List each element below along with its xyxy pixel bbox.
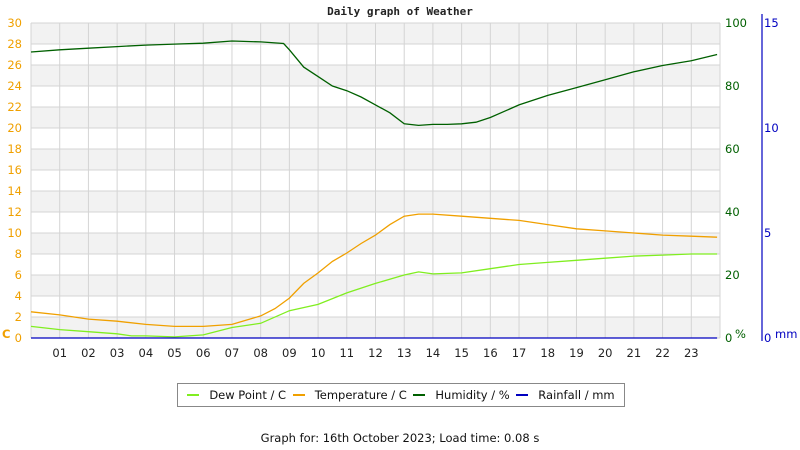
- legend-item-dew-point: Dew Point / C: [187, 388, 286, 402]
- rainfall-swatch-icon: [516, 394, 529, 396]
- x-tick-label: 09: [282, 346, 297, 360]
- x-tick-label: 18: [540, 346, 555, 360]
- x-tick-label: 21: [627, 346, 642, 360]
- humidity-tick-label: 40: [725, 205, 740, 219]
- humidity-tick-label: 0: [725, 331, 732, 345]
- x-tick-label: 06: [196, 346, 211, 360]
- series-line-humidity: [30, 40, 718, 127]
- x-tick-label: 22: [655, 346, 670, 360]
- legend-label: Dew Point / C: [209, 388, 287, 402]
- y-tick-label: 10: [7, 226, 22, 240]
- x-tick-label: 17: [512, 346, 527, 360]
- y-tick-label: 6: [15, 268, 22, 282]
- x-tick-label: 04: [139, 346, 154, 360]
- y-tick-label: 4: [15, 289, 22, 303]
- humidity-tick-label: 20: [725, 268, 740, 282]
- x-tick-label: 07: [225, 346, 240, 360]
- y-tick-label: 26: [7, 58, 22, 72]
- rainfall-tick-label: 15: [764, 16, 779, 30]
- x-tick-label: 05: [167, 346, 182, 360]
- series-line-dew: [30, 253, 718, 338]
- x-tick-label: 03: [110, 346, 125, 360]
- chart-title: Daily graph of Weather: [327, 5, 473, 18]
- left-axis-unit: C: [2, 327, 10, 341]
- x-tick-label: 10: [311, 346, 326, 360]
- y-tick-label: 24: [7, 79, 22, 93]
- chart-legend: Dew Point / C Temperature / C Humidity /…: [177, 383, 625, 407]
- legend-label: Temperature / C: [314, 388, 407, 402]
- legend-item-rainfall: Rainfall / mm: [516, 388, 615, 402]
- x-tick-label: 14: [426, 346, 441, 360]
- temperature-swatch-icon: [292, 394, 305, 396]
- y-tick-label: 18: [7, 142, 22, 156]
- humidity-tick-label: 80: [725, 79, 740, 93]
- y-tick-label: 28: [7, 37, 22, 51]
- humidity-swatch-icon: [413, 394, 426, 396]
- graph-footer: Graph for: 16th October 2023; Load time:…: [260, 431, 540, 445]
- y-tick-label: 8: [15, 247, 22, 261]
- x-tick-label: 12: [368, 346, 383, 360]
- y-tick-label: 22: [7, 100, 22, 114]
- series-line-temperature: [30, 213, 718, 328]
- y-tick-label: 2: [15, 310, 22, 324]
- y-tick-label: 0: [15, 331, 22, 345]
- rainfall-tick-label: 5: [764, 226, 771, 240]
- x-tick-label: 20: [598, 346, 613, 360]
- rainfall-tick-label: 10: [764, 121, 779, 135]
- x-tick-label: 13: [397, 346, 412, 360]
- legend-item-humidity: Humidity / %: [413, 388, 510, 402]
- dew-point-swatch-icon: [187, 394, 200, 396]
- x-tick-label: 19: [569, 346, 584, 360]
- y-tick-label: 16: [7, 163, 22, 177]
- humidity-axis-unit: %: [735, 327, 746, 341]
- x-tick-label: 08: [253, 346, 268, 360]
- y-tick-label: 12: [7, 205, 22, 219]
- y-tick-label: 20: [7, 121, 22, 135]
- legend-label: Humidity / %: [435, 388, 510, 402]
- x-tick-label: 11: [339, 346, 354, 360]
- x-tick-label: 01: [52, 346, 67, 360]
- humidity-tick-label: 100: [725, 16, 747, 30]
- x-tick-label: 23: [684, 346, 699, 360]
- x-tick-label: 15: [454, 346, 469, 360]
- rainfall-tick-label: 0: [764, 331, 771, 345]
- legend-label: Rainfall / mm: [538, 388, 615, 402]
- y-tick-label: 14: [7, 184, 22, 198]
- x-tick-label: 02: [81, 346, 96, 360]
- rainfall-axis-unit: mm: [775, 327, 797, 341]
- humidity-tick-label: 60: [725, 142, 740, 156]
- x-tick-label: 16: [483, 346, 498, 360]
- y-tick-label: 30: [7, 16, 22, 30]
- legend-item-temperature: Temperature / C: [292, 388, 407, 402]
